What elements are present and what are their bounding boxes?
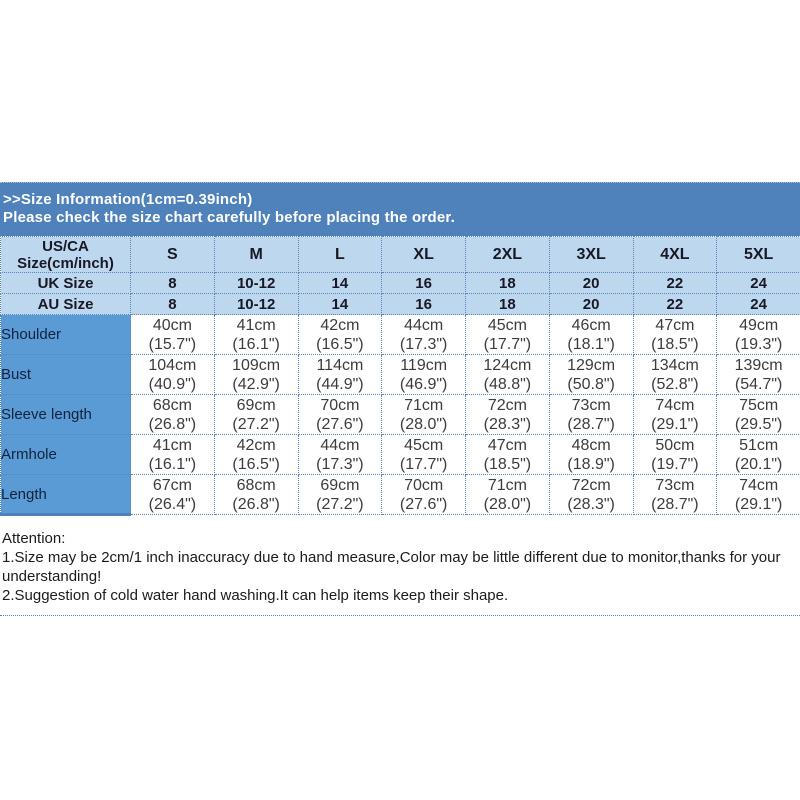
measurement-cell: 139cm (54.7")	[716, 354, 800, 395]
size-info-banner: >>Size Information(1cm=0.39inch) Please …	[0, 182, 800, 236]
corner-header-cell: US/CA Size(cm/inch)	[0, 236, 131, 273]
measurement-cell: 71cm (28.0")	[465, 474, 550, 515]
size-column-header: XL	[381, 236, 466, 273]
measurement-row-label: Length	[0, 474, 131, 516]
measurement-cell: 67cm (26.4")	[130, 474, 215, 515]
region-row: UK Size 8 10-12 14 16 18 20 22 24	[0, 272, 800, 294]
size-header-row: US/CA Size(cm/inch) S M L XL 2XL 3XL 4XL 5XL	[0, 236, 800, 273]
region-size-cell: 8	[130, 272, 215, 294]
measurement-cell: 134cm (52.8")	[632, 354, 718, 395]
region-size-cell: 20	[548, 293, 634, 315]
measurement-cell: 47cm (18.5")	[632, 314, 718, 355]
size-column-header: 5XL	[716, 236, 800, 273]
attention-note: Attention: 1.Size may be 2cm/1 inch inac…	[0, 529, 800, 605]
measurement-cell: 40cm (15.7")	[130, 314, 215, 355]
measurement-cell: 73cm (28.7")	[548, 394, 634, 435]
print-area-divider	[0, 615, 800, 616]
size-chart-body: US/CA Size(cm/inch) S M L XL 2XL 3XL 4XL 5XL UK…	[0, 236, 800, 516]
region-size-cell: 20	[548, 272, 634, 294]
size-column-header: 2XL	[465, 236, 550, 273]
size-column-header: L	[297, 236, 383, 273]
measurement-cell: 68cm (26.8")	[130, 394, 215, 435]
measurement-row: Length 67cm (26.4") 68cm (26.8") 69cm (27.2…	[0, 474, 800, 516]
measurement-cell: 42cm (16.5")	[213, 434, 299, 475]
region-row-label: UK Size	[0, 272, 131, 294]
region-size-cell: 24	[716, 293, 800, 315]
measurement-cell: 45cm (17.7")	[381, 434, 466, 475]
measurement-cell: 74cm (29.1")	[632, 394, 718, 435]
region-size-cell: 18	[465, 272, 550, 294]
measurement-cell: 71cm (28.0")	[381, 394, 466, 435]
region-size-cell: 10-12	[213, 293, 299, 315]
measurement-cell: 42cm (16.5")	[297, 314, 383, 355]
measurement-cell: 49cm (19.3")	[716, 314, 800, 355]
attention-line: 2.Suggestion of cold water hand washing.…	[2, 587, 509, 604]
size-column-header: 4XL	[632, 236, 718, 273]
region-size-cell: 22	[632, 272, 718, 294]
measurement-row: Shoulder 40cm (15.7") 41cm (16.1") 42cm (16…	[0, 314, 800, 355]
banner-line-2: Please check the size chart carefully be…	[3, 209, 455, 226]
measurement-cell: 70cm (27.6")	[381, 474, 466, 515]
measurement-cell: 109cm (42.9")	[213, 354, 299, 395]
measurement-cell: 129cm (50.8")	[548, 354, 634, 395]
measurement-cell: 46cm (18.1")	[548, 314, 634, 355]
measurement-cell: 72cm (28.3")	[465, 394, 550, 435]
measurement-cell: 41cm (16.1")	[213, 314, 299, 355]
measurement-cell: 41cm (16.1")	[130, 434, 215, 475]
measurement-cell: 70cm (27.6")	[297, 394, 383, 435]
measurement-cell: 69cm (27.2")	[297, 474, 383, 515]
measurement-cell: 74cm (29.1")	[716, 474, 800, 515]
top-whitespace	[0, 0, 800, 182]
measurement-cell: 69cm (27.2")	[213, 394, 299, 435]
size-column-header: 3XL	[548, 236, 634, 273]
measurement-cell: 51cm (20.1")	[716, 434, 800, 475]
region-size-cell: 22	[632, 293, 718, 315]
measurement-cell: 44cm (17.3")	[297, 434, 383, 475]
measurement-cell: 119cm (46.9")	[381, 354, 466, 395]
region-row-label: AU Size	[0, 293, 131, 315]
measurement-row-label: Sleeve length	[0, 394, 131, 435]
region-size-cell: 16	[381, 272, 466, 294]
measurement-cell: 124cm (48.8")	[465, 354, 550, 395]
region-size-cell: 8	[130, 293, 215, 315]
region-size-cell: 10-12	[213, 272, 299, 294]
measurement-cell: 73cm (28.7")	[632, 474, 718, 515]
measurement-cell: 72cm (28.3")	[548, 474, 634, 515]
region-size-cell: 14	[297, 293, 383, 315]
measurement-cell: 44cm (17.3")	[381, 314, 466, 355]
region-size-cell: 24	[716, 272, 800, 294]
measurement-row: Bust 104cm (40.9") 109cm (42.9") 114cm (44.…	[0, 354, 800, 395]
measurement-cell: 68cm (26.8")	[213, 474, 299, 515]
region-row: AU Size 8 10-12 14 16 18 20 22 24	[0, 293, 800, 315]
region-size-cell: 16	[381, 293, 466, 315]
measurement-row-label: Armhole	[0, 434, 131, 475]
size-column-header: S	[130, 236, 215, 273]
attention-line: understanding!	[2, 568, 102, 585]
measurement-cell: 45cm (17.7")	[465, 314, 550, 355]
measurement-row-label: Shoulder	[0, 314, 131, 355]
measurement-row-label: Bust	[0, 354, 131, 395]
measurement-row: Sleeve length 68cm (26.8") 69cm (27.2") 70c…	[0, 394, 800, 435]
attention-line: 1.Size may be 2cm/1 inch inaccuracy due …	[2, 549, 781, 566]
measurement-cell: 48cm (18.9")	[548, 434, 634, 475]
banner-line-1: >>Size Information(1cm=0.39inch)	[3, 191, 253, 208]
measurement-row: Armhole 41cm (16.1") 42cm (16.5") 44cm (17.…	[0, 434, 800, 475]
size-chart-table: US/CA Size(cm/inch) S M L XL 2XL 3XL 4XL 5XL UK…	[0, 236, 800, 516]
region-size-cell: 14	[297, 272, 383, 294]
region-size-cell: 18	[465, 293, 550, 315]
measurement-cell: 47cm (18.5")	[465, 434, 550, 475]
measurement-cell: 50cm (19.7")	[632, 434, 718, 475]
measurement-cell: 75cm (29.5")	[716, 394, 800, 435]
attention-title: Attention:	[2, 530, 66, 547]
measurement-cell: 114cm (44.9")	[297, 354, 383, 395]
measurement-cell: 104cm (40.9")	[130, 354, 215, 395]
size-column-header: M	[213, 236, 299, 273]
